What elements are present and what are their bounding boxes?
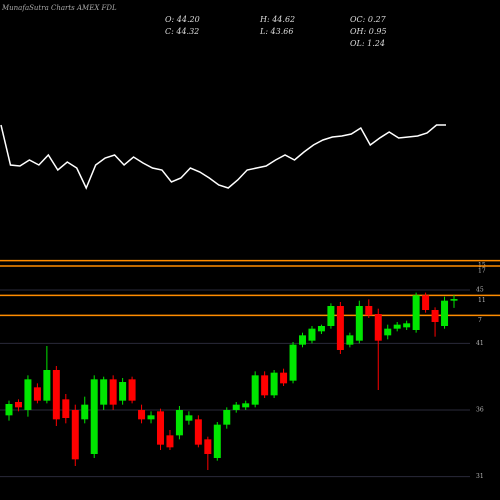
candle-body	[251, 375, 259, 405]
candle-body	[14, 402, 22, 408]
candle-body	[33, 387, 41, 401]
stat-label: H: 44.62	[259, 15, 295, 24]
candle-body	[384, 328, 392, 336]
candle-body	[81, 404, 89, 420]
candle-body	[242, 403, 250, 408]
candle-body	[223, 410, 231, 425]
candle-body	[403, 323, 411, 328]
candle-body	[5, 404, 13, 416]
level-label: 17	[478, 268, 486, 275]
level-label: 11	[478, 297, 486, 304]
candle-body	[166, 435, 174, 448]
candle-body	[213, 424, 221, 458]
candle-body	[119, 382, 127, 401]
candle-body	[194, 419, 202, 445]
candle-body	[147, 415, 155, 420]
stat-label: C: 44.32	[165, 27, 199, 36]
candle-body	[412, 295, 420, 330]
candle-body	[374, 314, 382, 341]
candle-body	[422, 295, 430, 310]
y-tick-label: 41	[476, 340, 484, 347]
candle-body	[280, 372, 288, 384]
candle-body	[317, 326, 325, 332]
stat-label: OL: 1.24	[350, 39, 385, 48]
candle-body	[308, 328, 316, 341]
candle-body	[355, 306, 363, 341]
candle-body	[450, 299, 458, 301]
candle-body	[138, 410, 146, 420]
candle-body	[289, 344, 297, 381]
y-tick-label: 45	[476, 287, 484, 294]
candle-body	[109, 379, 117, 405]
candle-body	[299, 335, 307, 345]
candle-body	[185, 415, 193, 421]
candle-body	[62, 399, 70, 418]
y-tick-label: 31	[476, 473, 484, 480]
stat-label: OH: 0.95	[350, 27, 387, 36]
candle-body	[431, 310, 439, 322]
candle-body	[24, 379, 32, 410]
level-label: 7	[478, 317, 482, 324]
y-tick-label: 36	[476, 407, 484, 414]
candle-body	[156, 411, 164, 445]
candle-body	[270, 372, 278, 396]
candle-body	[128, 379, 136, 401]
line	[0, 124, 446, 190]
candle-body	[100, 379, 108, 405]
candle-body	[327, 306, 335, 326]
stat-label: O: 44.20	[165, 15, 200, 24]
candle-body	[365, 306, 373, 316]
stat-label: L: 43.66	[259, 27, 293, 36]
candle-body	[90, 379, 98, 454]
candle-body	[43, 370, 51, 401]
candle-body	[232, 404, 240, 410]
candle-body	[204, 439, 212, 454]
stat-label: OC: 0.27	[350, 15, 387, 24]
candle-body	[346, 335, 354, 345]
candle-body	[261, 375, 269, 396]
candle-body	[71, 410, 79, 460]
candle-body	[441, 300, 449, 326]
candle-body	[175, 410, 183, 436]
candle-body	[393, 324, 401, 329]
candle-body	[336, 306, 344, 350]
candle-body	[52, 370, 60, 420]
chart-title: MunafaSutra Charts AMEX FDL	[1, 4, 117, 12]
